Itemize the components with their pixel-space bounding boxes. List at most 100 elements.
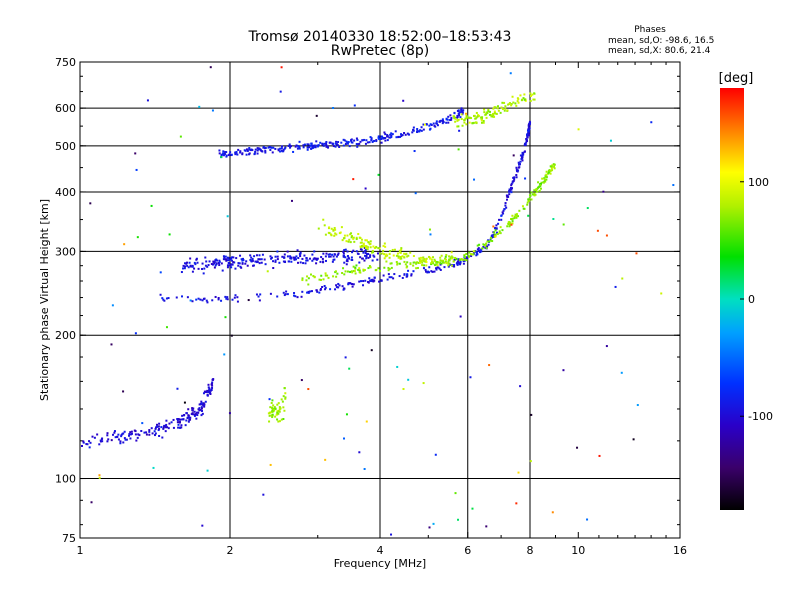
data-point — [499, 111, 502, 114]
data-point — [349, 241, 352, 244]
data-point — [123, 243, 126, 246]
data-point — [494, 227, 497, 230]
data-point — [283, 147, 286, 150]
data-point — [245, 148, 248, 151]
data-point — [199, 408, 202, 411]
data-point — [227, 257, 230, 260]
data-point — [153, 434, 156, 437]
data-point — [526, 140, 529, 143]
data-point — [242, 257, 245, 260]
data-point — [519, 154, 522, 157]
data-point — [529, 194, 532, 197]
data-point — [333, 226, 336, 229]
data-point — [464, 258, 467, 261]
data-point — [513, 176, 516, 179]
data-point — [328, 253, 331, 256]
data-point — [577, 128, 580, 131]
data-point — [204, 256, 207, 259]
data-point — [486, 240, 489, 243]
data-point — [258, 262, 261, 265]
data-point — [324, 288, 327, 291]
data-point — [364, 254, 367, 257]
data-point — [312, 258, 315, 261]
data-point — [515, 173, 518, 176]
data-point — [460, 113, 463, 116]
data-point — [306, 291, 309, 294]
data-point — [553, 167, 556, 170]
data-point — [182, 418, 185, 421]
data-point — [339, 231, 342, 234]
data-point — [397, 135, 400, 138]
data-point — [236, 300, 239, 303]
data-point — [399, 256, 402, 259]
data-point — [348, 257, 351, 260]
data-point — [440, 119, 443, 122]
data-point — [348, 367, 351, 370]
data-point — [283, 409, 286, 412]
data-point — [386, 139, 389, 142]
data-point — [416, 261, 419, 264]
data-point — [419, 129, 422, 132]
data-point — [225, 154, 228, 157]
data-point — [197, 267, 200, 270]
data-point — [369, 279, 372, 282]
data-point — [196, 261, 199, 264]
data-point — [562, 369, 565, 372]
data-point — [500, 106, 503, 109]
data-point — [206, 469, 209, 472]
data-point — [367, 252, 370, 255]
data-point — [215, 258, 218, 261]
data-point — [196, 414, 199, 417]
data-point — [331, 260, 334, 263]
data-point — [231, 298, 234, 301]
data-point — [245, 153, 248, 156]
data-point — [230, 334, 233, 337]
data-point — [350, 235, 353, 238]
data-point — [508, 193, 511, 196]
data-point — [509, 187, 512, 190]
data-point — [122, 441, 125, 444]
data-point — [508, 190, 511, 193]
data-point — [342, 267, 345, 270]
data-point — [444, 255, 447, 258]
data-point — [237, 262, 240, 265]
data-point — [352, 237, 355, 240]
data-point — [129, 431, 132, 434]
data-point — [440, 259, 443, 262]
data-point — [246, 264, 249, 267]
data-point — [362, 284, 365, 287]
data-point — [311, 146, 314, 149]
data-point — [133, 429, 136, 432]
data-point — [524, 177, 527, 180]
data-point — [213, 262, 216, 265]
data-point — [262, 493, 265, 496]
data-point — [474, 121, 477, 124]
data-point — [398, 262, 401, 265]
data-point — [383, 257, 386, 260]
data-point — [507, 222, 510, 225]
data-point — [330, 227, 333, 230]
data-point — [528, 123, 531, 126]
data-point — [526, 136, 529, 139]
data-point — [378, 270, 381, 273]
data-point — [458, 258, 461, 261]
data-point — [614, 285, 617, 288]
data-point — [360, 280, 363, 283]
data-point — [518, 163, 521, 166]
data-point — [270, 401, 273, 404]
data-point — [192, 413, 195, 416]
data-point — [372, 280, 375, 283]
data-point — [406, 255, 409, 258]
data-point — [211, 263, 214, 266]
data-point — [452, 260, 455, 263]
data-point — [232, 256, 235, 259]
data-point — [326, 274, 329, 277]
data-point — [175, 296, 178, 299]
data-point — [363, 246, 366, 249]
data-point — [370, 280, 373, 283]
data-point — [177, 418, 180, 421]
data-point — [445, 118, 448, 121]
data-point — [187, 416, 190, 419]
data-point — [370, 139, 373, 142]
y-tick-label: 400 — [55, 186, 76, 199]
